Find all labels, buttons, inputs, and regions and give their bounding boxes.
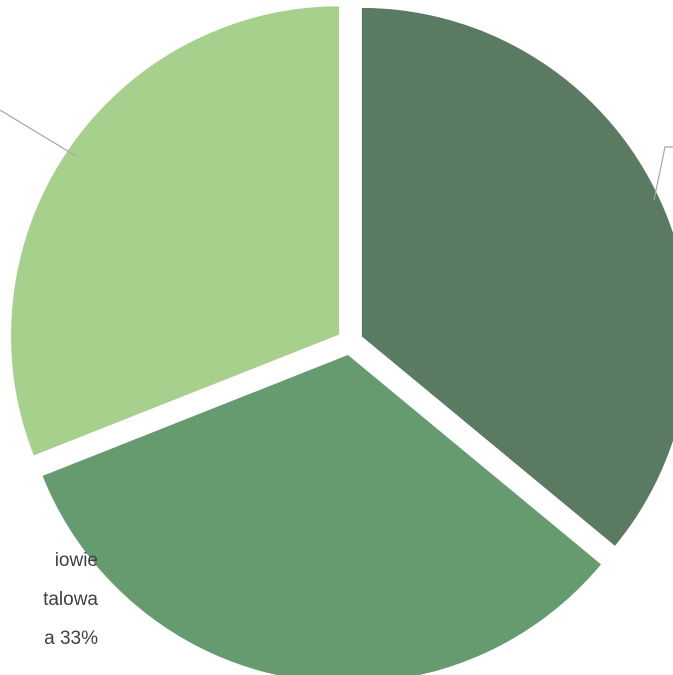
pie-slice-1 bbox=[359, 5, 673, 549]
slice-label-line-3: a 33% bbox=[44, 628, 98, 649]
pie-slice-3 bbox=[9, 4, 342, 459]
slice-label-line-1: iowie bbox=[55, 550, 98, 571]
leader-line-top-left bbox=[0, 109, 77, 157]
leader-line-right bbox=[653, 146, 673, 201]
pie-slices bbox=[9, 4, 673, 675]
slice-label-bottom-left: iowie talowa a 33% bbox=[43, 550, 98, 649]
slice-label-line-2: talowa bbox=[43, 589, 98, 610]
pie-slice-2 bbox=[39, 352, 604, 675]
